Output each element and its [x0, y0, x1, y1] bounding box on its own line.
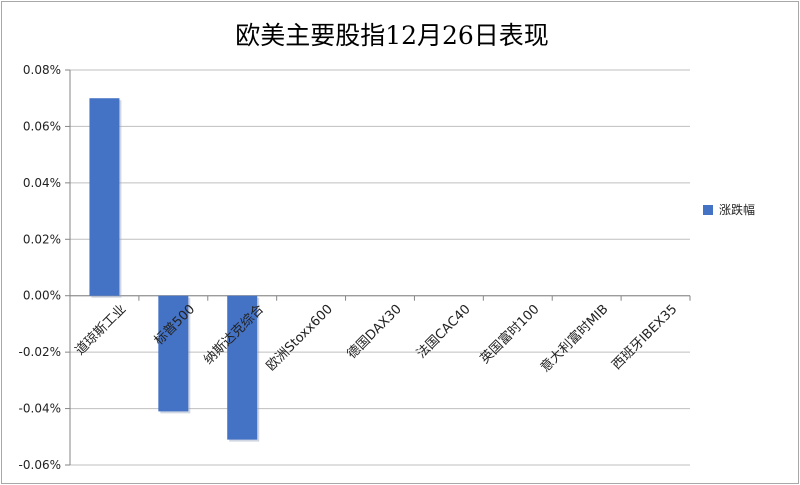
- y-tick-label: 0.00%: [23, 289, 61, 303]
- legend: 涨跌幅: [703, 201, 755, 218]
- bar: [89, 98, 120, 296]
- x-tick-label: 西班牙IBEX35: [609, 302, 680, 373]
- y-tick-label: -0.02%: [19, 345, 61, 359]
- legend-label: 涨跌幅: [719, 203, 756, 217]
- legend-swatch: [703, 204, 713, 215]
- bar: [227, 295, 258, 440]
- y-tick-label: 0.08%: [23, 63, 61, 77]
- x-tick-label: 德国DAX30: [345, 302, 405, 362]
- y-tick-label: 0.04%: [23, 176, 61, 190]
- x-tick-label: 道琼斯工业: [73, 302, 130, 359]
- bar: [158, 295, 189, 412]
- y-tick-label: -0.04%: [19, 402, 61, 416]
- x-tick-label: 欧洲Stoxx600: [264, 302, 336, 374]
- y-tick-label: 0.06%: [23, 119, 61, 133]
- y-tick-label: 0.02%: [23, 232, 61, 246]
- y-tick-label: -0.06%: [19, 458, 61, 472]
- chart-title: 欧美主要股指12月26日表现: [235, 21, 549, 50]
- x-tick-label: 法国CAC40: [414, 302, 474, 362]
- x-tick-label: 意大利富时MIB: [537, 301, 611, 375]
- x-tick-label: 英国富时100: [477, 301, 543, 367]
